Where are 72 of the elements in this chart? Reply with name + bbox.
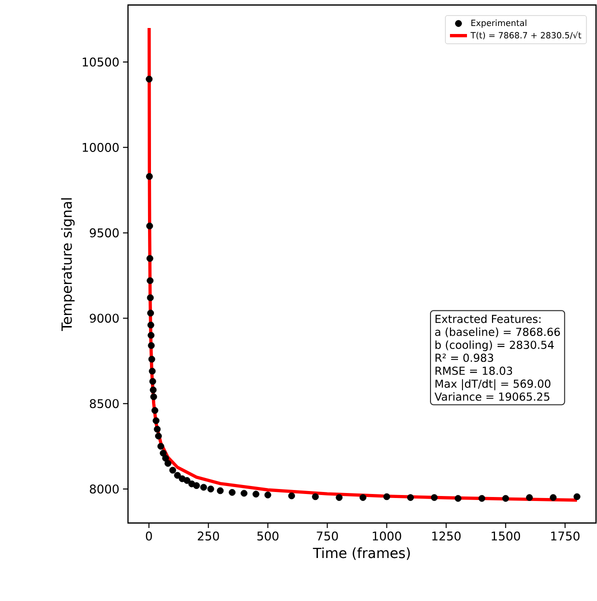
point [252, 490, 260, 498]
y-axis-title: Temperature signal [61, 198, 75, 332]
point [502, 495, 510, 502]
point [430, 494, 438, 501]
point [146, 294, 154, 302]
point [228, 489, 236, 496]
point [240, 490, 248, 497]
x-axis-title: Time (frames) [312, 547, 410, 560]
point [162, 454, 169, 462]
point [207, 486, 214, 492]
point [312, 493, 319, 500]
point [193, 482, 200, 489]
x-tick-label: 750 [316, 532, 338, 541]
point [148, 368, 156, 375]
point [164, 460, 172, 467]
annotation: a (baseline) = 7868.66 [435, 328, 560, 338]
annotation: R² = 0.983 [436, 354, 494, 362]
x-tick-label: 250 [198, 532, 219, 541]
point [147, 310, 154, 316]
point [146, 76, 153, 83]
point [157, 442, 164, 450]
point [148, 332, 154, 339]
y-tick-label: 10000 [82, 142, 119, 152]
point [149, 378, 156, 385]
y-tick-label: 9500 [90, 228, 119, 238]
point [478, 495, 486, 502]
point [407, 494, 414, 501]
point [148, 342, 155, 349]
point [184, 477, 190, 484]
point [288, 492, 296, 500]
y-tick-label: 9000 [90, 314, 119, 323]
x-tick-label: 1750 [551, 532, 580, 541]
annotation: Extracted Features: [436, 314, 540, 324]
y-tick-label: 10500 [82, 58, 119, 67]
x-tick-label: 1000 [372, 532, 402, 541]
point [155, 432, 162, 440]
point [336, 494, 343, 501]
point [152, 417, 160, 424]
point [150, 386, 157, 394]
y-tick-label: 8000 [90, 484, 119, 494]
point [574, 493, 580, 500]
point [550, 494, 557, 501]
point [154, 426, 161, 433]
annotation: b (cooling) = 2830.54 [436, 340, 554, 352]
x-tick-label: 0 [146, 532, 152, 541]
point [147, 322, 154, 328]
point [148, 356, 156, 363]
point [216, 487, 224, 494]
legend-label: Experimental [471, 20, 526, 28]
point [146, 255, 154, 262]
point [150, 393, 158, 400]
point [160, 450, 167, 457]
point [264, 492, 272, 498]
annotation: Variance = 19065.25 [434, 392, 550, 401]
point [200, 484, 208, 491]
legend-label: T(t) = 7868.7 + 2830.5/√t [470, 31, 582, 40]
point [174, 472, 181, 479]
annotation: Max |dT/dt| = 569.00 [436, 379, 550, 390]
x-tick-label: 1500 [492, 532, 520, 541]
point [383, 493, 390, 500]
y-tick-label: 8500 [90, 399, 119, 408]
point [146, 222, 154, 230]
point [169, 466, 176, 474]
annotation: RMSE = 18.03 [436, 366, 512, 375]
point [146, 173, 153, 180]
point [360, 494, 366, 501]
point [454, 495, 462, 502]
point [526, 494, 533, 501]
x-tick-label: 1250 [432, 532, 461, 541]
point [151, 407, 158, 414]
point [146, 277, 154, 284]
x-tick-label: 500 [257, 532, 278, 541]
